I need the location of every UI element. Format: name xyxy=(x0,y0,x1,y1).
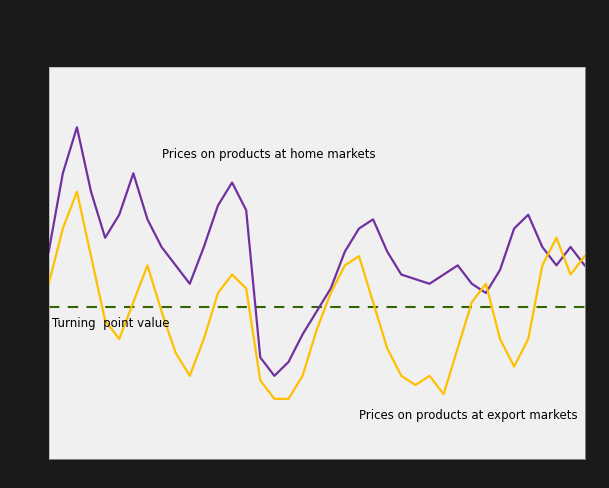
Text: Turning  point value: Turning point value xyxy=(52,316,169,329)
Text: Prices on products at export markets: Prices on products at export markets xyxy=(359,408,577,421)
Text: Prices on products at home markets: Prices on products at home markets xyxy=(161,147,375,160)
